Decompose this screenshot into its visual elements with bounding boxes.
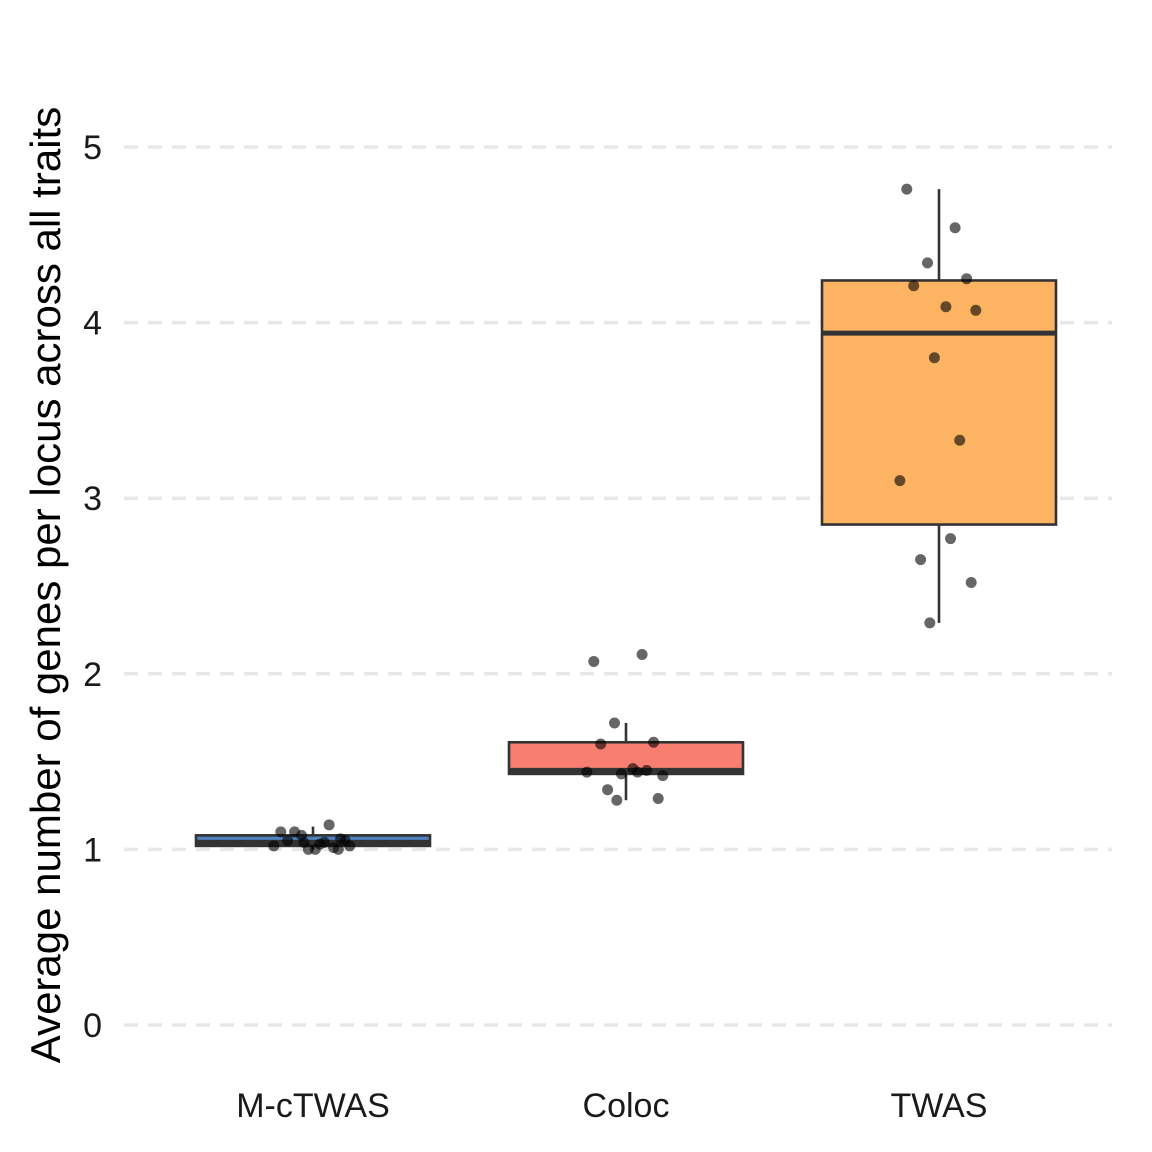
y-tick-label-1: 1 — [83, 831, 102, 869]
point-twas-6 — [970, 304, 982, 316]
point-twas-12 — [965, 576, 977, 588]
box-twas — [820, 189, 1058, 623]
point-twas-13 — [924, 617, 936, 629]
point-coloc-4 — [595, 738, 607, 750]
point-coloc-8 — [641, 764, 653, 776]
point-coloc-12 — [652, 792, 664, 804]
box-coloc — [507, 722, 745, 801]
y-tick-label-3: 3 — [83, 480, 102, 518]
point-m-ctwas-13 — [298, 836, 310, 848]
x-tick-label-coloc: Coloc — [583, 1087, 670, 1125]
point-coloc-0 — [588, 656, 600, 668]
point-coloc-10 — [632, 766, 643, 778]
point-twas-9 — [894, 475, 906, 487]
point-coloc-9 — [581, 766, 593, 778]
y-tick-label-2: 2 — [83, 656, 102, 694]
point-coloc-2 — [609, 717, 620, 729]
y-tick-labels: 0 1 2 3 4 5 — [83, 129, 102, 1045]
point-twas-3 — [961, 273, 973, 285]
boxes — [194, 189, 1058, 850]
point-m-ctwas-11 — [289, 826, 301, 838]
point-coloc-13 — [611, 794, 623, 806]
point-m-ctwas-9 — [268, 840, 280, 852]
jitter-points — [268, 183, 982, 855]
point-twas-7 — [928, 352, 940, 364]
point-twas-0 — [901, 183, 913, 195]
y-tick-label-0: 0 — [83, 1007, 102, 1045]
x-tick-labels: M-cTWAS Coloc TWAS — [236, 1087, 987, 1125]
point-twas-8 — [954, 434, 966, 446]
point-coloc-7 — [615, 768, 627, 780]
point-coloc-11 — [602, 784, 614, 796]
x-tick-label-m-ctwas: M-cTWAS — [236, 1087, 390, 1125]
point-coloc-6 — [657, 770, 669, 782]
point-m-ctwas-14 — [309, 843, 321, 855]
point-m-ctwas-0 — [275, 826, 287, 838]
box-body — [820, 279, 1058, 526]
point-coloc-1 — [636, 648, 648, 660]
point-twas-10 — [945, 533, 956, 545]
x-tick-label-twas: TWAS — [891, 1087, 988, 1125]
point-twas-1 — [949, 222, 961, 234]
point-m-ctwas-1 — [323, 819, 335, 831]
y-tick-label-4: 4 — [83, 305, 102, 343]
point-m-ctwas-4 — [282, 835, 294, 847]
y-tick-label-5: 5 — [83, 129, 102, 167]
point-twas-5 — [940, 301, 952, 313]
point-m-ctwas-12 — [339, 835, 351, 847]
point-twas-11 — [915, 554, 927, 566]
point-twas-2 — [922, 257, 933, 269]
point-m-ctwas-15 — [332, 843, 344, 855]
y-axis-title: Average number of genes per locus across… — [22, 107, 69, 1063]
point-twas-4 — [908, 280, 920, 292]
point-coloc-3 — [648, 736, 660, 748]
point-m-ctwas-10 — [319, 836, 330, 848]
